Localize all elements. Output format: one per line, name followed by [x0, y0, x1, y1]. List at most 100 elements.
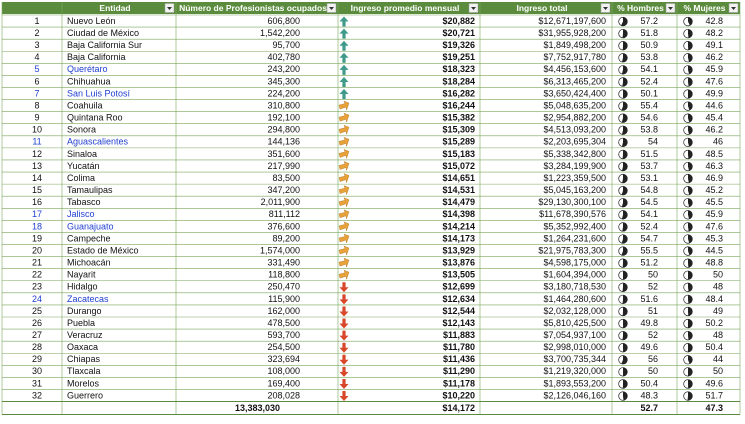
professionals: 310,800 [267, 100, 300, 110]
row-index: 29 [32, 354, 42, 364]
total-income: $29,130,300,100 [538, 197, 606, 207]
avg-income: $11,290 [443, 366, 475, 376]
pct-women: 50 [713, 366, 723, 376]
row-index: 24 [32, 294, 42, 304]
entity-name: Chihuahua [67, 76, 111, 86]
pie-icon [688, 379, 693, 389]
trend-icon [339, 366, 349, 377]
entity-name: Quintana Roo [67, 113, 123, 123]
arrow-up [339, 64, 349, 75]
trend-icon [339, 354, 349, 365]
pct-men: 56 [648, 354, 658, 364]
row-index: 20 [32, 245, 42, 255]
trend-icon [338, 136, 350, 148]
row-index: 15 [32, 185, 42, 195]
entity-name: Durango [67, 306, 102, 316]
entity-name: Guerrero [67, 390, 103, 400]
pie-icon [688, 186, 693, 195]
arrow-down [339, 318, 349, 329]
pie-icon [688, 65, 693, 75]
pie-icon [622, 162, 628, 171]
total-income: $2,954,882,200 [543, 113, 606, 123]
pie-icon [688, 355, 693, 364]
professionals: 254,500 [267, 342, 300, 352]
trend-icon [339, 282, 349, 293]
pie-icon [621, 138, 628, 147]
total-income: $5,048,635,200 [543, 100, 606, 110]
arrow-side [338, 257, 350, 268]
pct-men: 54.7 [640, 233, 658, 243]
pct-women: 45.9 [705, 209, 723, 219]
avg-income: $13,929 [442, 245, 475, 255]
pct-women: 48.2 [705, 28, 723, 38]
trend-icon [339, 294, 349, 305]
pct-women: 50.4 [705, 342, 723, 352]
total-income: $2,032,128,000 [543, 306, 606, 316]
professionals: 606,800 [267, 16, 300, 26]
pie-icon [621, 125, 628, 135]
professionals: 331,490 [267, 258, 300, 268]
trend-icon [338, 112, 350, 123]
avg-income: $15,382 [442, 113, 475, 123]
pct-women: 48 [713, 282, 723, 292]
arrow-side [338, 233, 350, 244]
pct-men: 52.4 [640, 76, 658, 86]
row-index: 11 [32, 137, 41, 147]
header-bg [2, 2, 740, 14]
pie-icon [623, 343, 628, 352]
professionals: 162,000 [267, 306, 300, 316]
filter-arrow [471, 7, 476, 10]
pct-men: 54.5 [640, 197, 658, 207]
entity-name: Ciudad de México [67, 28, 139, 38]
avg-income: $13,505 [442, 270, 475, 280]
pct-women: 51.7 [705, 390, 723, 400]
pie-icon [622, 89, 628, 99]
row-index: 13 [32, 161, 42, 171]
row-index: 22 [32, 270, 42, 280]
arrow-side [338, 173, 350, 184]
arrow-side [338, 269, 350, 281]
trend-icon [339, 330, 349, 341]
pie-icon [688, 77, 693, 87]
total-income: $5,338,342,800 [543, 149, 606, 159]
row-index: 17 [32, 209, 42, 219]
professionals: 811,112 [269, 209, 300, 219]
pct-men: 53.1 [640, 173, 658, 183]
avg-income: $20,882 [442, 16, 475, 26]
pie-icon [688, 41, 693, 50]
row-index: 31 [32, 378, 42, 388]
arrow-side [338, 221, 350, 232]
trend-icon [338, 269, 350, 281]
pie-icon [688, 331, 693, 340]
avg-income: $12,143 [442, 318, 475, 328]
pct-women: 49.1 [705, 40, 723, 50]
avg-income: $14,398 [442, 209, 475, 219]
entity-name: Veracruz [67, 330, 103, 340]
total-income: $1,893,553,200 [543, 378, 606, 388]
total-income: $1,849,498,200 [543, 40, 606, 50]
trend-icon [338, 197, 350, 208]
trend-icon [339, 306, 349, 317]
entity-name: Morelos [67, 378, 100, 388]
trend-icon [338, 233, 350, 244]
pie-icon [622, 258, 628, 268]
row-index: 4 [34, 52, 39, 62]
pct-women: 44.6 [705, 100, 723, 110]
entity-name: Estado de México [67, 245, 139, 255]
pct-men: 52.4 [640, 221, 658, 231]
trend-icon [339, 342, 349, 353]
row-index: 23 [32, 282, 42, 292]
professionals: 250,470 [267, 282, 300, 292]
pie-icon [621, 246, 628, 256]
pie-icon [621, 53, 628, 63]
row-index: 25 [32, 306, 42, 316]
entity-name: Oaxaca [67, 342, 98, 352]
total-income: $11,678,390,576 [539, 209, 606, 219]
row-index: 18 [32, 221, 42, 231]
professionals: 208,028 [267, 390, 300, 400]
pie-icon [688, 89, 693, 99]
professionals: 2,011,900 [261, 197, 300, 207]
filter-arrow [167, 7, 172, 10]
pct-men: 55.4 [640, 100, 658, 110]
